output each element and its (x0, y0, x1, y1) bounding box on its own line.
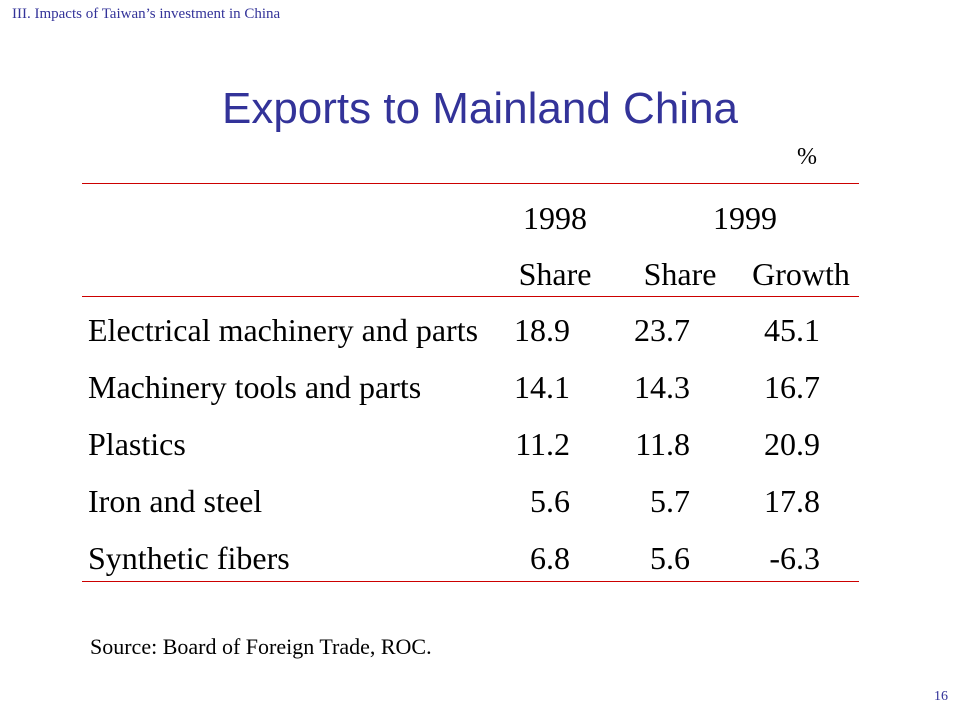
unit-label: % (797, 144, 817, 170)
cell-share-1999: 5.7 (650, 483, 690, 519)
cell-share-1998: 5.6 (530, 483, 570, 519)
table-header-rule (82, 296, 859, 297)
table-bottom-rule (82, 581, 859, 582)
row-label: Synthetic fibers (88, 540, 290, 576)
subheader-share-1998: Share (518, 256, 592, 292)
row-label: Electrical machinery and parts (88, 312, 479, 348)
cell-share-1999: 11.8 (635, 426, 690, 462)
cell-growth-1999: 17.8 (764, 483, 820, 519)
cell-share-1999: 14.3 (634, 369, 690, 405)
cell-growth-1999: 45.1 (764, 312, 820, 348)
cell-share-1998: 14.1 (514, 369, 570, 405)
page-title: Exports to Mainland China (221, 84, 739, 133)
cell-growth-1999: 16.7 (764, 369, 820, 405)
year-header-1998: 1998 (523, 200, 587, 236)
row-label: Plastics (88, 426, 186, 462)
cell-share-1999: 5.6 (650, 540, 690, 576)
table-top-rule (82, 183, 859, 184)
row-label: Machinery tools and parts (88, 369, 422, 405)
page-number: 16 (934, 689, 948, 704)
cell-share-1998: 18.9 (514, 312, 570, 348)
cell-growth-1999: -6.3 (769, 540, 820, 576)
year-header-1999: 1999 (713, 200, 777, 236)
cell-growth-1999: 20.9 (764, 426, 820, 462)
subheader-share-1999: Share (643, 256, 717, 292)
section-label: III. Impacts of Taiwan’s investment in C… (12, 6, 281, 22)
cell-share-1998: 6.8 (530, 540, 570, 576)
cell-share-1999: 23.7 (634, 312, 690, 348)
subheader-growth-1999: Growth (752, 256, 850, 292)
cell-share-1998: 11.2 (515, 426, 570, 462)
row-label: Iron and steel (88, 483, 263, 519)
source-note: Source: Board of Foreign Trade, ROC. (90, 634, 432, 659)
